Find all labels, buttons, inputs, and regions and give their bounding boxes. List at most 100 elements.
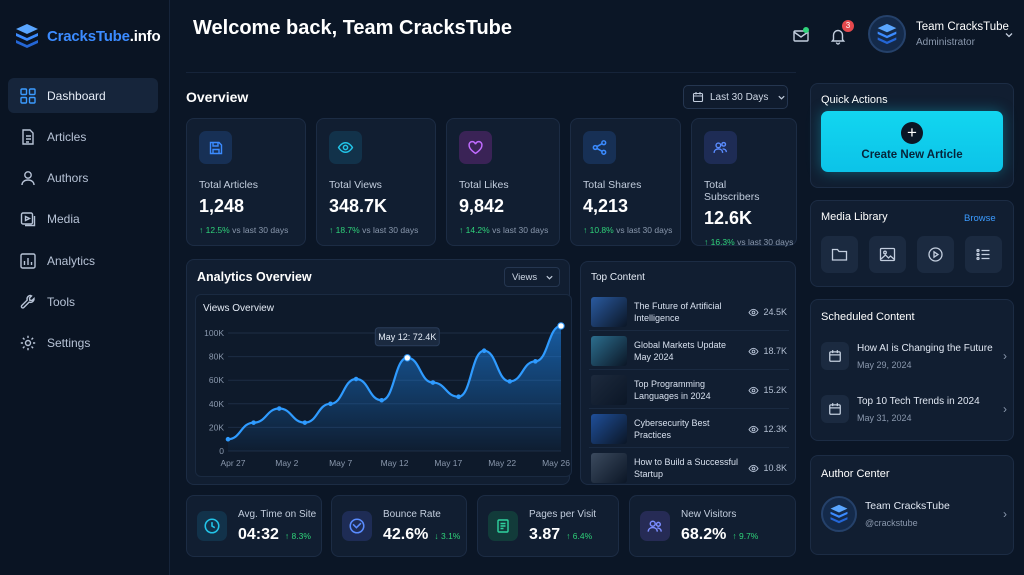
nav-item-tools[interactable]: Tools xyxy=(8,284,158,319)
wrench-icon xyxy=(19,293,37,311)
calendar-icon xyxy=(821,342,849,370)
chevron-down-icon[interactable] xyxy=(1004,30,1014,40)
stat-value: 348.7K xyxy=(329,196,388,216)
author-name: Team CracksTube xyxy=(865,500,950,512)
stat-card-articles[interactable]: Total Articles 1,248 ↑ 12.5% vs last 30 … xyxy=(186,118,306,246)
quick-actions-title: Quick Actions xyxy=(821,94,888,106)
stat-card-views[interactable]: Total Views 348.7K ↑ 18.7% vs last 30 da… xyxy=(316,118,436,246)
create-article-label: Create New Article xyxy=(861,149,963,161)
chevron-down-icon xyxy=(778,95,785,100)
media-icon xyxy=(19,210,37,228)
list-icon[interactable] xyxy=(965,236,1002,273)
stat-note: vs last 30 days xyxy=(737,237,794,247)
stat-card-likes[interactable]: Total Likes 9,842 ↑ 14.2% vs last 30 day… xyxy=(446,118,560,246)
share-icon xyxy=(583,131,616,164)
article-thumbnail xyxy=(591,297,627,327)
stat-card-subscribers[interactable]: Total Subscribers 12.6K ↑ 16.3% vs last … xyxy=(691,118,797,247)
nav-item-authors[interactable]: Authors xyxy=(8,161,158,196)
stat-delta: ↑ 10.8% xyxy=(583,225,614,235)
series-line xyxy=(227,324,562,441)
nav-item-media[interactable]: Media xyxy=(8,202,158,237)
row-divider xyxy=(589,408,789,409)
stat-delta: ↑ 16.3% xyxy=(704,237,735,247)
eye-icon xyxy=(329,131,362,164)
top-content-item[interactable]: Cybersecurity Best Practices 12.3K xyxy=(591,412,787,446)
data-point xyxy=(353,376,359,382)
brand-suffix: .info xyxy=(129,27,161,45)
metric-select[interactable]: Views xyxy=(504,267,560,287)
article-views: 18.7K xyxy=(763,346,787,356)
user-role: Administrator xyxy=(916,36,975,48)
nav-item-articles[interactable]: Articles xyxy=(8,119,158,154)
image-icon[interactable] xyxy=(869,236,906,273)
subscribers-icon xyxy=(704,131,737,164)
save-icon xyxy=(199,131,232,164)
article-title: Global Markets Update May 2024 xyxy=(634,340,727,362)
nav-label: Analytics xyxy=(47,253,96,268)
nav-item-settings[interactable]: Settings xyxy=(8,326,158,361)
chart-tooltip xyxy=(374,327,440,347)
avatar-logo-icon xyxy=(877,23,897,45)
author-center-title: Author Center xyxy=(821,468,890,480)
nav-item-analytics[interactable]: Analytics xyxy=(8,243,158,278)
nav-label: Authors xyxy=(47,171,89,186)
browse-link[interactable]: Browse xyxy=(964,213,996,224)
folder-icon[interactable] xyxy=(821,236,858,273)
sidebar: CracksTube.info Dashboard Articles Autho… xyxy=(0,0,170,575)
heart-icon xyxy=(459,131,492,164)
eye-icon xyxy=(748,425,760,433)
y-tick-label: 20K xyxy=(209,422,224,432)
top-content-title: Top Content xyxy=(591,272,645,283)
avatar-logo-icon xyxy=(830,504,848,524)
mail-icon[interactable] xyxy=(792,27,810,45)
chevron-down-icon xyxy=(546,275,553,280)
stat-delta: ↑ 14.2% xyxy=(459,225,490,235)
article-title: The Future of Artificial Intelligence xyxy=(634,301,722,323)
plus-icon: + xyxy=(901,122,923,144)
top-content-card: Top Content The Future of Artificial Int… xyxy=(580,261,796,485)
bell-icon[interactable] xyxy=(829,27,847,45)
brand-logo[interactable]: CracksTube.info xyxy=(14,22,161,50)
unread-dot xyxy=(803,27,809,33)
user-menu[interactable]: Team CracksTube Administrator xyxy=(868,15,1009,53)
metric-value: 3.87 xyxy=(529,525,561,543)
metric-card-visitors: New Visitors 68.2% ↑ 9.7% xyxy=(629,495,796,557)
notification-badge: 3 xyxy=(842,20,854,32)
article-title: Cybersecurity Best Practices xyxy=(634,418,710,440)
avatar xyxy=(868,15,906,53)
header-divider xyxy=(186,72,796,73)
scheduled-item[interactable]: How AI is Changing the Future May 29, 20… xyxy=(821,336,1007,376)
logo-stack-icon xyxy=(16,24,38,48)
data-point xyxy=(276,406,282,411)
avatar xyxy=(821,496,857,532)
visitors-icon xyxy=(640,511,670,541)
analytics-card: Analytics Overview Views Views Overview … xyxy=(186,259,572,485)
top-content-item[interactable]: Top Programming Languages in 2024 15.2K xyxy=(591,373,787,407)
top-content-item[interactable]: The Future of Artificial Intelligence 24.… xyxy=(591,295,787,329)
data-point xyxy=(403,354,412,362)
stat-label: Total Subscribers xyxy=(704,179,760,203)
scheduled-item-date: May 31, 2024 xyxy=(857,412,912,423)
overview-title: Overview xyxy=(186,89,249,105)
author-center-card: Author Center Team CracksTube @crackstub… xyxy=(810,455,1014,555)
x-tick-label: May 7 xyxy=(329,458,352,468)
top-content-item[interactable]: How to Build a Successful Startup 10.8K xyxy=(591,451,787,485)
stat-card-shares[interactable]: Total Shares 4,213 ↑ 10.8% vs last 30 da… xyxy=(570,118,681,246)
x-tick-label: May 26 xyxy=(542,458,570,468)
chart-tooltip-label: May 12: 72.4K xyxy=(378,332,436,342)
author-profile[interactable]: Team CracksTube @crackstube › xyxy=(821,494,1007,534)
top-content-item[interactable]: Global Markets Update May 2024 18.7K xyxy=(591,334,787,368)
eye-icon xyxy=(748,464,760,472)
article-title: Top Programming Languages in 2024 xyxy=(634,379,711,401)
views-chart-svg: 0 20K 40K 60K 80K 100K Apr 27 May 2 May 7 May 12 M… xyxy=(204,322,570,468)
user-name: Team CracksTube xyxy=(916,20,1009,33)
x-tick-label: May 2 xyxy=(275,458,298,468)
nav-item-dashboard[interactable]: Dashboard xyxy=(8,78,158,113)
x-tick-label: May 17 xyxy=(434,458,462,468)
video-icon[interactable] xyxy=(917,236,954,273)
stat-delta: ↑ 12.5% xyxy=(199,225,230,235)
scheduled-item[interactable]: Top 10 Tech Trends in 2024 May 31, 2024 … xyxy=(821,389,1007,429)
date-range-select[interactable]: Last 30 Days xyxy=(683,85,788,109)
article-thumbnail xyxy=(591,336,627,366)
create-article-button[interactable]: + Create New Article xyxy=(821,111,1003,172)
